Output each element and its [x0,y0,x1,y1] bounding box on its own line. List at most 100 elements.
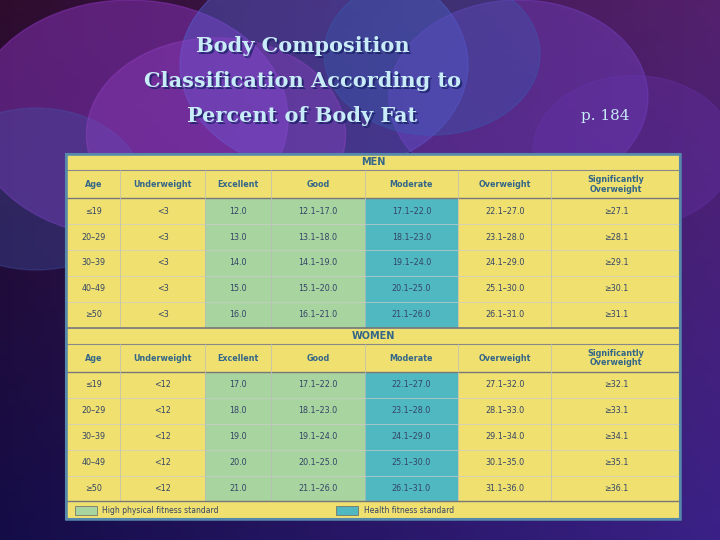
Text: 20.0: 20.0 [230,458,247,467]
Text: 25.1–30.0: 25.1–30.0 [392,458,431,467]
Text: ≥34.1: ≥34.1 [604,432,628,441]
Text: Classification According to: Classification According to [144,71,461,91]
FancyBboxPatch shape [365,302,458,328]
Text: <12: <12 [154,432,171,441]
Text: <12: <12 [154,381,171,389]
Text: 17.1–22.0: 17.1–22.0 [298,381,338,389]
Text: 13.1–18.0: 13.1–18.0 [299,233,338,241]
FancyBboxPatch shape [271,198,365,224]
FancyBboxPatch shape [205,398,271,424]
Text: 16.1–21.0: 16.1–21.0 [299,310,338,319]
Text: 18.0: 18.0 [230,406,247,415]
Text: <12: <12 [154,458,171,467]
Text: <3: <3 [157,233,168,241]
Text: 24.1–29.0: 24.1–29.0 [485,259,524,267]
Text: Overweight: Overweight [479,180,531,189]
FancyBboxPatch shape [75,506,96,515]
Text: Classification According to: Classification According to [146,73,463,93]
Text: ≥28.1: ≥28.1 [604,233,628,241]
Text: ≤19: ≤19 [85,381,102,389]
Text: Percent of Body Fat: Percent of Body Fat [189,108,420,129]
Text: ≥27.1: ≥27.1 [603,207,628,216]
Text: ≥50: ≥50 [85,310,102,319]
Text: 25.1–30.0: 25.1–30.0 [485,285,524,293]
Text: ≥33.1: ≥33.1 [604,406,628,415]
Text: <3: <3 [157,310,168,319]
FancyBboxPatch shape [365,224,458,250]
Text: 21.1–26.0: 21.1–26.0 [298,484,338,493]
Text: Percent of Body Fat: Percent of Body Fat [187,106,418,126]
FancyBboxPatch shape [271,224,365,250]
Text: ≥30.1: ≥30.1 [604,285,628,293]
Circle shape [0,108,144,270]
Text: 18.1–23.0: 18.1–23.0 [299,406,338,415]
FancyBboxPatch shape [271,450,365,476]
FancyBboxPatch shape [365,424,458,450]
Text: <12: <12 [154,484,171,493]
Circle shape [86,38,346,232]
Text: 23.1–28.0: 23.1–28.0 [392,406,431,415]
FancyBboxPatch shape [271,372,365,398]
Text: 13.0: 13.0 [230,233,247,241]
Text: 20–29: 20–29 [81,406,105,415]
Text: 40–49: 40–49 [81,285,105,293]
Text: 26.1–31.0: 26.1–31.0 [392,484,431,493]
Text: 20.1–25.0: 20.1–25.0 [392,285,431,293]
FancyBboxPatch shape [271,424,365,450]
Circle shape [389,0,648,194]
Text: 31.1–36.0: 31.1–36.0 [485,484,524,493]
Text: 27.1–32.0: 27.1–32.0 [485,381,524,389]
Text: ≥32.1: ≥32.1 [604,381,628,389]
FancyBboxPatch shape [271,476,365,501]
Text: High physical fitness standard: High physical fitness standard [102,506,219,515]
Text: ≤19: ≤19 [85,207,102,216]
Text: 22.1–27.0: 22.1–27.0 [392,381,431,389]
Text: 20.1–25.0: 20.1–25.0 [298,458,338,467]
Text: 29.1–34.0: 29.1–34.0 [485,432,524,441]
Text: ≥50: ≥50 [85,484,102,493]
FancyBboxPatch shape [365,476,458,501]
FancyBboxPatch shape [66,154,680,519]
FancyBboxPatch shape [205,476,271,501]
Circle shape [533,76,720,227]
Text: <3: <3 [157,259,168,267]
Text: Body Composition: Body Composition [198,38,411,58]
FancyBboxPatch shape [205,424,271,450]
FancyBboxPatch shape [365,398,458,424]
Text: ≥31.1: ≥31.1 [604,310,628,319]
Text: Good: Good [307,354,330,362]
Text: Underweight: Underweight [133,180,192,189]
Text: Moderate: Moderate [390,180,433,189]
Text: 28.1–33.0: 28.1–33.0 [485,406,524,415]
Text: 30–39: 30–39 [81,259,105,267]
Text: 14.0: 14.0 [230,259,247,267]
FancyBboxPatch shape [205,276,271,302]
Circle shape [180,0,468,173]
FancyBboxPatch shape [205,198,271,224]
FancyBboxPatch shape [365,450,458,476]
Text: p. 184: p. 184 [580,109,629,123]
Text: WOMEN: WOMEN [351,331,395,341]
Text: 30.1–35.0: 30.1–35.0 [485,458,524,467]
FancyBboxPatch shape [205,450,271,476]
Text: 24.1–29.0: 24.1–29.0 [392,432,431,441]
Text: Age: Age [84,354,102,362]
Text: 17.0: 17.0 [230,381,247,389]
Circle shape [0,0,288,238]
Text: Excellent: Excellent [217,180,258,189]
Text: Good: Good [307,180,330,189]
Text: Significantly
Overweight: Significantly Overweight [588,175,644,194]
Text: 22.1–27.0: 22.1–27.0 [485,207,524,216]
FancyBboxPatch shape [205,224,271,250]
Text: Significantly
Overweight: Significantly Overweight [588,349,644,367]
Text: 30–39: 30–39 [81,432,105,441]
Text: <3: <3 [157,207,168,216]
FancyBboxPatch shape [365,198,458,224]
Text: ≥36.1: ≥36.1 [604,484,628,493]
Text: <3: <3 [157,285,168,293]
Text: Health fitness standard: Health fitness standard [364,506,454,515]
Text: ≥29.1: ≥29.1 [603,259,628,267]
Text: 19.1–24.0: 19.1–24.0 [392,259,431,267]
Text: 17.1–22.0: 17.1–22.0 [392,207,431,216]
Text: 21.1–26.0: 21.1–26.0 [392,310,431,319]
